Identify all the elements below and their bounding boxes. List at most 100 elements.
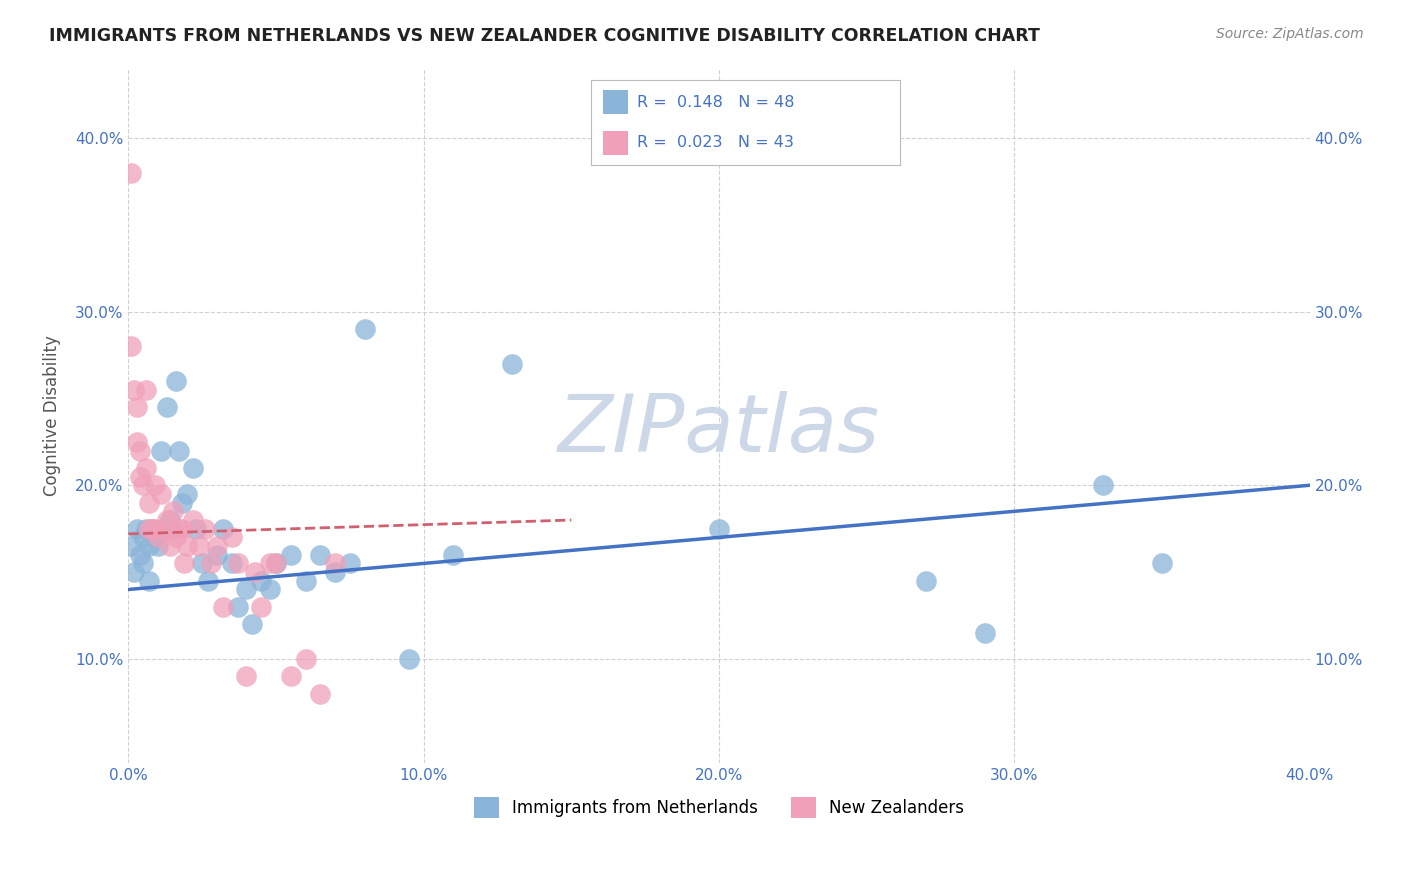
Text: IMMIGRANTS FROM NETHERLANDS VS NEW ZEALANDER COGNITIVE DISABILITY CORRELATION CH: IMMIGRANTS FROM NETHERLANDS VS NEW ZEALA… [49, 27, 1040, 45]
Text: R =  0.148   N = 48: R = 0.148 N = 48 [637, 95, 794, 110]
Point [294, 652, 316, 666]
Point [398, 652, 420, 666]
Point [120, 339, 142, 353]
Point [124, 565, 146, 579]
Point [129, 548, 152, 562]
Point [159, 539, 181, 553]
Point [242, 617, 264, 632]
Point [165, 374, 187, 388]
FancyBboxPatch shape [603, 131, 627, 155]
Point [226, 557, 249, 571]
Point [176, 539, 198, 553]
Point [264, 557, 287, 571]
Point [309, 548, 332, 562]
Point [135, 383, 157, 397]
Point [250, 574, 273, 588]
Point [162, 522, 184, 536]
Point [170, 522, 193, 536]
Point [309, 687, 332, 701]
Point [197, 574, 219, 588]
Point [129, 469, 152, 483]
FancyBboxPatch shape [603, 90, 627, 114]
Point [441, 548, 464, 562]
Point [153, 522, 176, 536]
Point [141, 522, 163, 536]
Point [143, 522, 166, 536]
Point [156, 513, 179, 527]
Point [167, 522, 190, 536]
Point [973, 626, 995, 640]
Point [170, 496, 193, 510]
Point [183, 513, 205, 527]
Point [235, 669, 257, 683]
Point [280, 669, 302, 683]
Point [138, 539, 160, 553]
Point [143, 530, 166, 544]
Point [221, 557, 243, 571]
Point [221, 530, 243, 544]
Point [235, 582, 257, 597]
Point [149, 443, 172, 458]
Point [127, 522, 149, 536]
Point [353, 322, 375, 336]
Point [138, 496, 160, 510]
Text: R =  0.023   N = 43: R = 0.023 N = 43 [637, 136, 794, 151]
Point [205, 548, 228, 562]
Point [149, 487, 172, 501]
Point [226, 599, 249, 614]
Point [280, 548, 302, 562]
Point [132, 478, 155, 492]
Point [138, 522, 160, 536]
Point [212, 599, 235, 614]
Point [156, 400, 179, 414]
Point [143, 478, 166, 492]
Point [1091, 478, 1114, 492]
Point [120, 166, 142, 180]
Legend: Immigrants from Netherlands, New Zealanders: Immigrants from Netherlands, New Zealand… [467, 790, 972, 824]
Point [127, 434, 149, 449]
Point [159, 513, 181, 527]
Point [146, 530, 169, 544]
Point [146, 539, 169, 553]
Point [183, 461, 205, 475]
Point [194, 522, 217, 536]
Point [135, 461, 157, 475]
Point [323, 565, 346, 579]
Point [212, 522, 235, 536]
Point [120, 539, 142, 553]
Point [191, 557, 214, 571]
Point [173, 557, 195, 571]
Point [129, 443, 152, 458]
Point [259, 582, 281, 597]
Point [1150, 557, 1173, 571]
Point [339, 557, 361, 571]
Point [501, 357, 523, 371]
Point [162, 504, 184, 518]
Point [707, 522, 730, 536]
Point [132, 530, 155, 544]
Text: ZIPatlas: ZIPatlas [558, 391, 880, 468]
Point [259, 557, 281, 571]
Point [250, 599, 273, 614]
Point [294, 574, 316, 588]
Point [200, 557, 222, 571]
Y-axis label: Cognitive Disability: Cognitive Disability [44, 335, 60, 496]
Point [323, 557, 346, 571]
Point [167, 443, 190, 458]
Point [264, 557, 287, 571]
Point [127, 400, 149, 414]
Point [124, 383, 146, 397]
Text: Source: ZipAtlas.com: Source: ZipAtlas.com [1216, 27, 1364, 41]
Point [138, 574, 160, 588]
Point [132, 557, 155, 571]
Point [135, 522, 157, 536]
Point [141, 522, 163, 536]
Point [205, 539, 228, 553]
Point [186, 522, 208, 536]
Point [153, 522, 176, 536]
Point [245, 565, 267, 579]
Point [165, 530, 187, 544]
Point [188, 539, 211, 553]
Point [914, 574, 936, 588]
Point [176, 487, 198, 501]
